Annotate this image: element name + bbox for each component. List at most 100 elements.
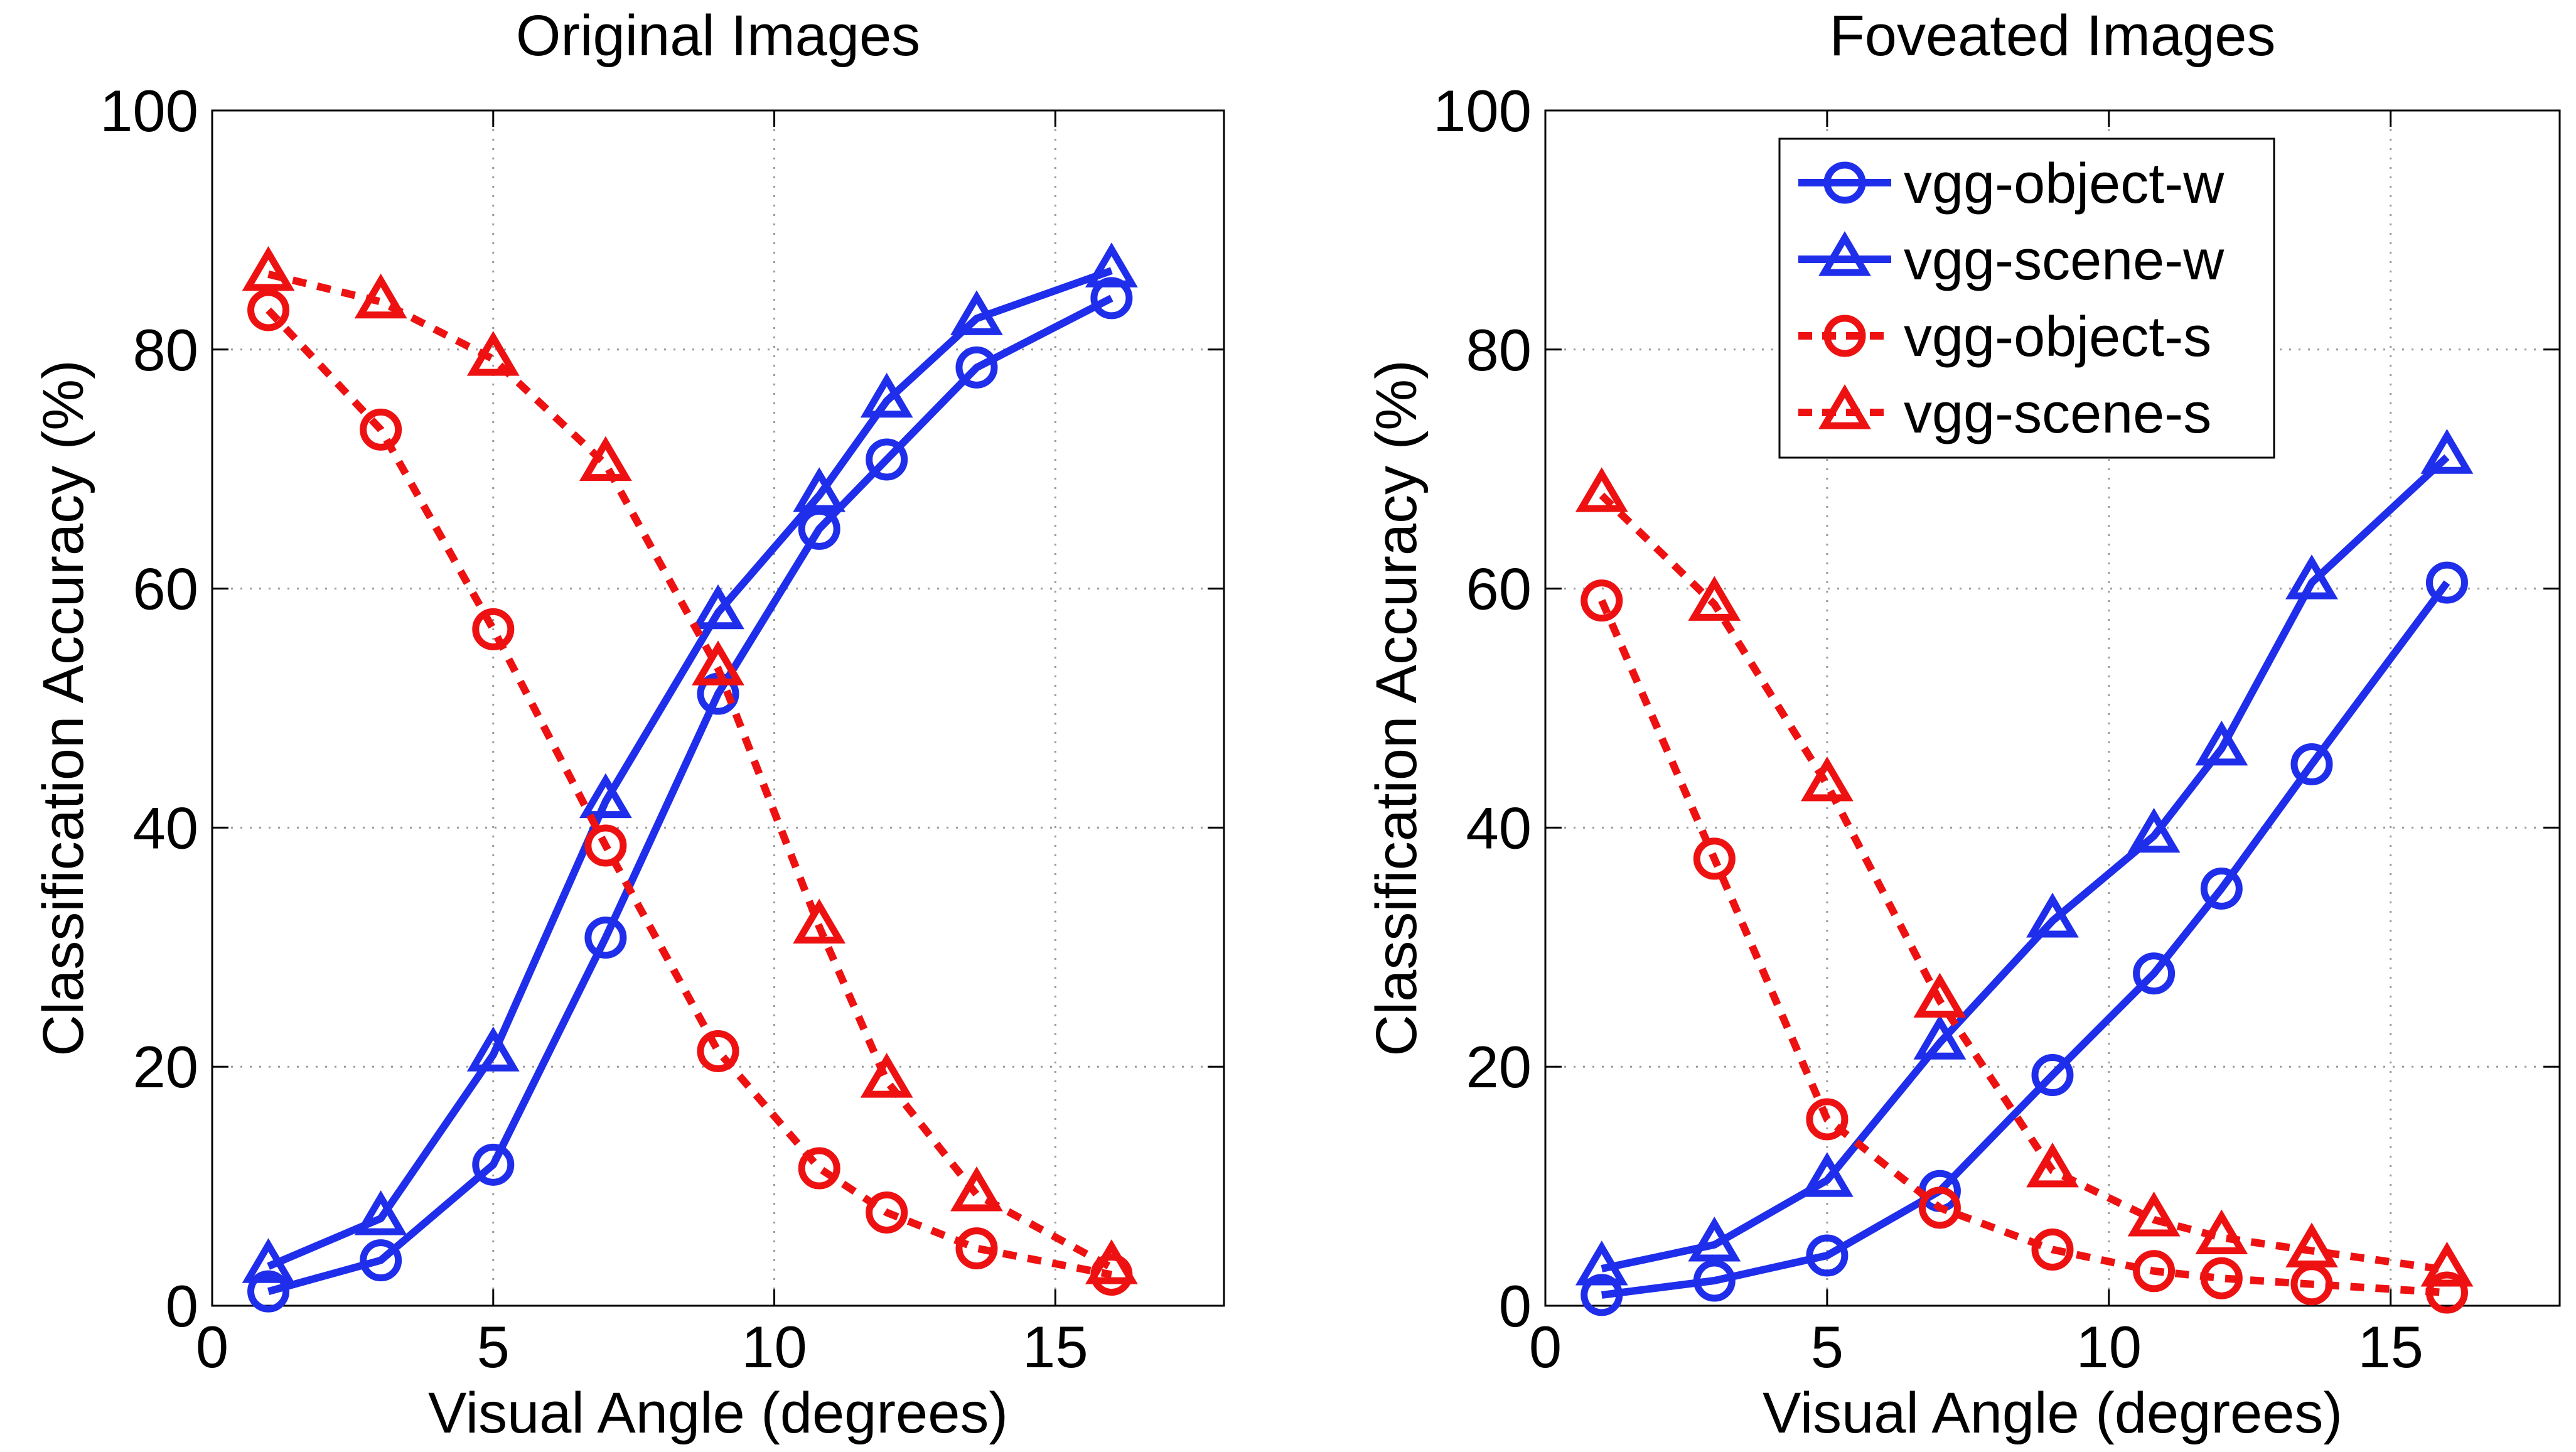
series-vgg-scene-s	[1575, 467, 2474, 1287]
y-tick-label: 40	[1466, 795, 1532, 861]
y-tick-label: 0	[1499, 1273, 1532, 1339]
x-tick-label: 10	[2076, 1314, 2142, 1380]
data-point	[2290, 743, 2333, 785]
series-line	[266, 307, 1113, 1279]
data-point	[1693, 837, 1736, 880]
data-point	[242, 245, 295, 291]
data-point	[2200, 1257, 2243, 1299]
legend-label: vgg-object-s	[1904, 306, 2211, 368]
data-point	[955, 346, 998, 389]
data-point	[866, 438, 908, 481]
legend-marker	[1818, 231, 1871, 276]
data-point	[247, 289, 290, 331]
chart-panel-1: 0 20 40 60 80 100 0 5 10 15 Original Images Visual …	[31, 4, 1225, 1445]
data-point	[2195, 1209, 2248, 1255]
data-point	[793, 467, 846, 512]
data-point	[2285, 554, 2338, 600]
series-vgg-object-w	[1580, 561, 2468, 1316]
data-point	[1800, 756, 1854, 802]
legend-marker	[1823, 315, 1866, 357]
data-point	[1806, 1234, 1849, 1277]
data-point	[1575, 467, 1628, 512]
series-vgg-scene-w	[1575, 429, 2474, 1286]
plot-frame	[1544, 109, 2561, 1307]
data-point	[1085, 242, 1138, 288]
legend-label: vgg-object-w	[1904, 153, 2224, 215]
series-line	[267, 270, 1114, 1271]
data-point	[2026, 1142, 2079, 1188]
data-point	[1580, 579, 1623, 622]
data-point	[354, 273, 407, 319]
data-point	[697, 1030, 739, 1072]
data-point	[1806, 1098, 1849, 1141]
series-vgg-scene-s	[242, 245, 1138, 1284]
data-point	[866, 1191, 908, 1234]
data-point	[2425, 1271, 2468, 1314]
data-point	[950, 1166, 1003, 1212]
data-point	[798, 1147, 840, 1190]
data-point	[1693, 1259, 1736, 1302]
data-point	[472, 1143, 515, 1186]
y-tick-label: 60	[132, 556, 198, 622]
series-line	[1599, 492, 2448, 1274]
y-axis-label: Classification Accuracy (%)	[31, 360, 95, 1056]
data-point	[1688, 1217, 1741, 1262]
plot-frame	[211, 109, 1225, 1307]
data-point	[584, 917, 627, 959]
series-vgg-object-s	[247, 289, 1133, 1296]
data-point	[1580, 1274, 1623, 1316]
y-tick-label: 20	[132, 1034, 198, 1100]
data-point	[354, 1190, 407, 1235]
chart-title: Foveated Images	[1830, 4, 2276, 68]
series-vgg-scene-w	[242, 242, 1138, 1283]
data-point	[2031, 1054, 2074, 1097]
data-point	[579, 773, 632, 819]
x-tick-label: 10	[741, 1314, 807, 1380]
series-line	[267, 294, 1114, 1295]
y-axis-label: Classification Accuracy (%)	[1365, 360, 1429, 1056]
data-point	[692, 640, 744, 686]
series-line	[1601, 580, 2450, 1299]
x-tick-label: 5	[477, 1314, 510, 1380]
data-point	[1918, 1186, 1961, 1229]
data-point	[2031, 1229, 2074, 1271]
legend: vgg-object-w vgg-scene-w vgg-object-s vgg-s…	[1778, 137, 2275, 459]
data-point	[2133, 1250, 2176, 1293]
legend-label: vgg-scene-w	[1904, 229, 2224, 292]
data-point	[2195, 720, 2248, 766]
series-vgg-object-s	[1580, 579, 2468, 1314]
legend-marker	[1818, 384, 1871, 429]
x-tick-label: 15	[2358, 1314, 2423, 1380]
x-tick-label: 5	[1811, 1314, 1843, 1380]
chart-panel-2: 0 20 40 60 80 100 0 5 10 15 Foveated Images Visual …	[1365, 4, 2561, 1445]
data-point	[950, 290, 1003, 335]
y-tick-label: 40	[132, 795, 198, 861]
data-point	[2127, 1191, 2181, 1237]
y-tick-label: 80	[1466, 317, 1532, 383]
series-line	[1601, 454, 2450, 1272]
x-axis-label: Visual Angle (degrees)	[428, 1381, 1008, 1445]
y-tick-label: 100	[100, 78, 198, 144]
data-point	[1800, 1152, 1854, 1197]
y-tick-label: 0	[166, 1273, 198, 1339]
x-axis-label: Visual Angle (degrees)	[1763, 1381, 2343, 1445]
data-point	[955, 1227, 998, 1270]
data-point	[1688, 576, 1741, 621]
data-point	[2420, 1242, 2474, 1287]
x-tick-label: 15	[1022, 1314, 1088, 1380]
data-point	[360, 408, 402, 451]
data-point	[242, 1238, 295, 1283]
data-point	[2133, 952, 2176, 995]
series-line	[1598, 599, 2447, 1297]
legend-label: vgg-scene-s	[1904, 382, 2211, 445]
data-point	[1575, 1240, 1628, 1286]
data-point	[579, 436, 632, 481]
data-point	[2425, 561, 2468, 604]
data-point	[1913, 1014, 1967, 1060]
y-tick-label: 60	[1466, 556, 1532, 622]
data-point	[860, 1053, 913, 1098]
data-point	[2200, 868, 2243, 910]
data-point	[2127, 807, 2181, 853]
x-tick-label: 0	[1529, 1314, 1562, 1380]
